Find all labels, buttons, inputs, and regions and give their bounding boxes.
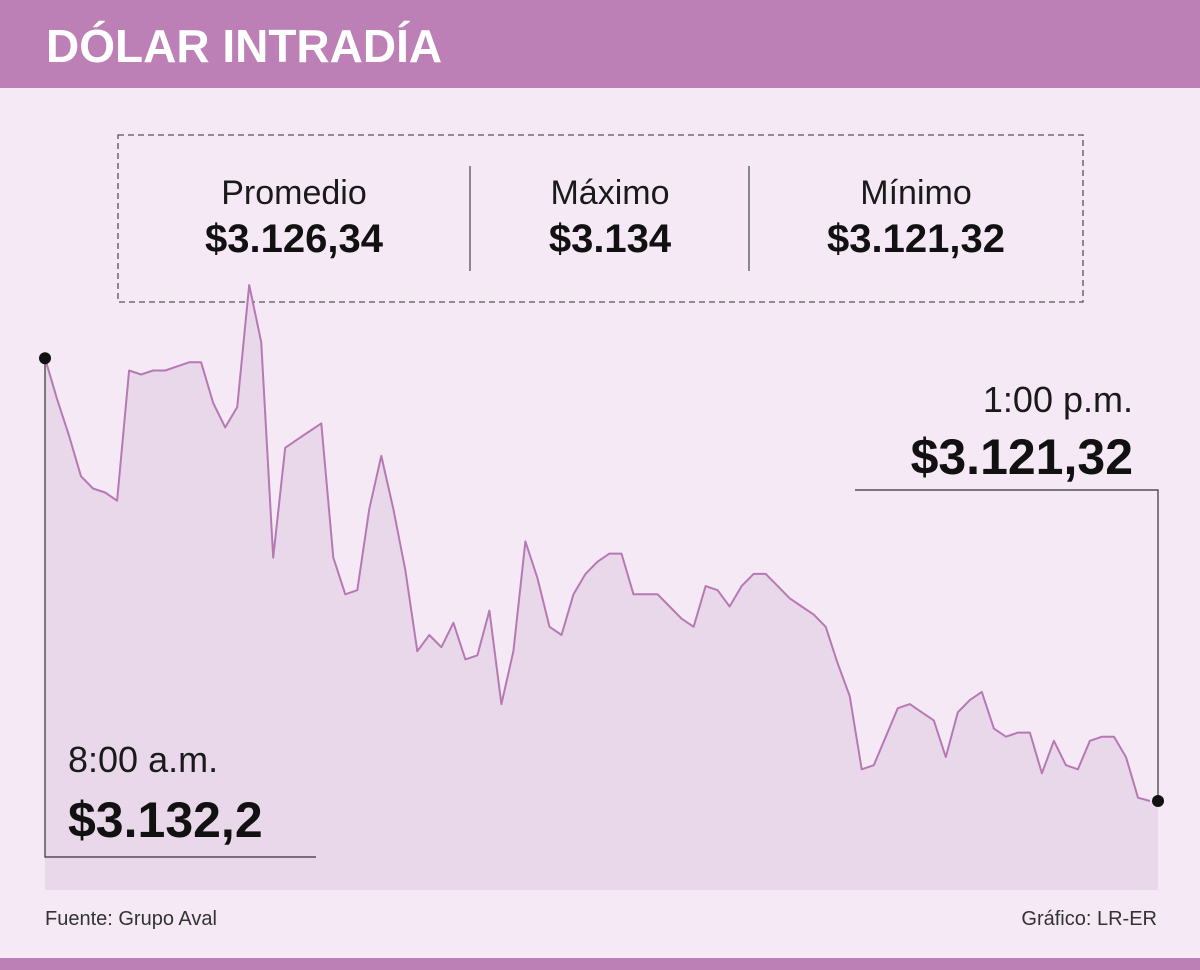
- end-value: $3.121,32: [911, 429, 1133, 485]
- start-point: [39, 352, 51, 365]
- stat-label: Mínimo: [860, 174, 971, 212]
- stat-label: Máximo: [550, 174, 669, 212]
- stat-value: $3.134: [549, 217, 672, 261]
- plot: [44, 284, 1158, 890]
- start-value: $3.132,2: [68, 792, 263, 848]
- stat-value: $3.121,32: [827, 217, 1005, 261]
- end-point: [1152, 795, 1164, 807]
- line: [44, 284, 1151, 802]
- stat-label: Promedio: [221, 174, 367, 212]
- stats-box: [117, 134, 1084, 303]
- leader-line: [855, 489, 1159, 801]
- source: Fuente: Grupo Aval: [45, 908, 217, 930]
- credit: Gráfico: LR-ER: [1021, 908, 1157, 930]
- stat-value: $3.126,34: [205, 217, 384, 261]
- leader-line: [44, 358, 316, 858]
- header-bar: [0, 0, 1200, 88]
- start-time: 8:00 a.m.: [68, 739, 218, 780]
- footer-bar: [0, 958, 1200, 970]
- area-fill: [45, 285, 1158, 890]
- title: DÓLAR INTRADÍA: [46, 20, 442, 72]
- end-time: 1:00 p.m.: [983, 379, 1133, 420]
